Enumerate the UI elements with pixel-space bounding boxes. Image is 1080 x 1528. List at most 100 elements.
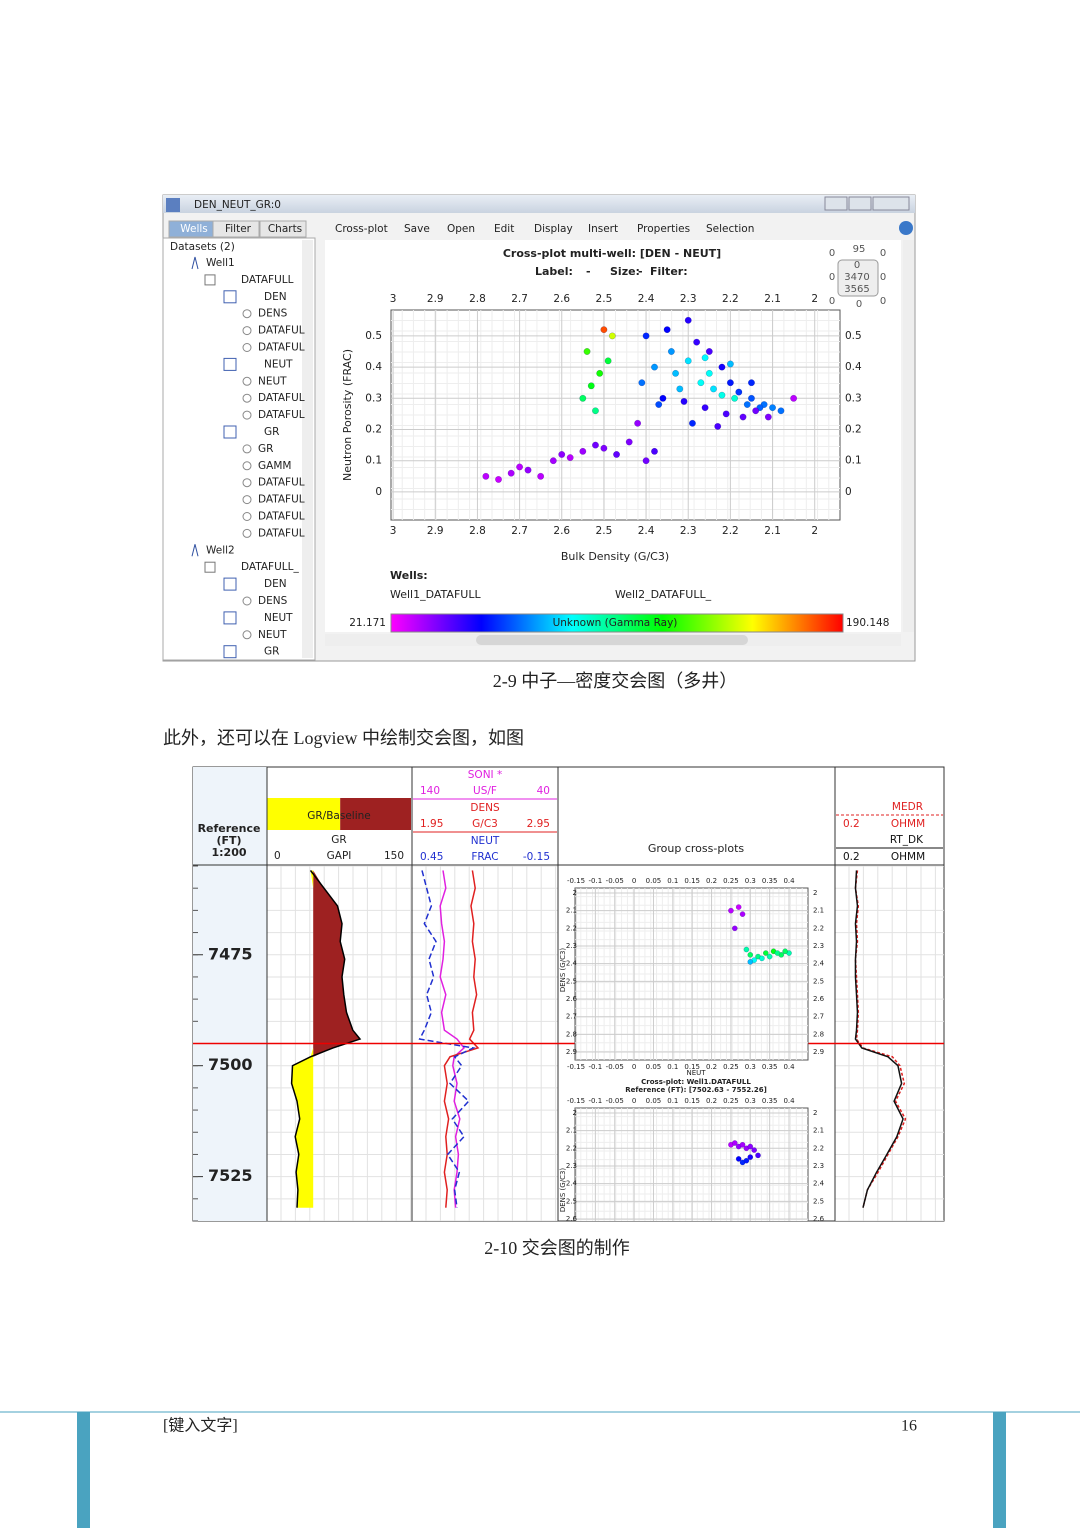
tab[interactable]	[212, 220, 260, 238]
x-tick-label: 0.35	[762, 1063, 778, 1071]
point	[579, 447, 587, 455]
radio-button[interactable]	[242, 393, 252, 403]
point	[701, 404, 709, 412]
menu-item[interactable]: Edit	[494, 223, 514, 235]
checkbox[interactable]	[204, 274, 216, 286]
menu-item[interactable]: Properties	[637, 223, 690, 235]
tree-item[interactable]: DATAFUL	[258, 511, 305, 523]
point	[718, 363, 726, 371]
scroll-thumb[interactable]	[476, 635, 748, 645]
depth-label: 7500	[208, 1055, 253, 1074]
scale-label: GAPI	[327, 850, 352, 862]
help-icon[interactable]	[899, 221, 913, 235]
footer-bar	[993, 1412, 1006, 1528]
tree-item[interactable]: NEUT	[258, 629, 287, 641]
track-header: GR/Baseline	[307, 810, 371, 822]
tab-label[interactable]: Charts	[268, 223, 302, 235]
radio-button[interactable]	[242, 478, 252, 488]
tree-item[interactable]: NEUT	[264, 612, 293, 624]
point	[655, 401, 663, 408]
scale-label: 40	[537, 785, 550, 797]
scale-label: 0.45	[420, 851, 443, 863]
point	[747, 1154, 754, 1160]
tree-item[interactable]: DATAFUL	[258, 494, 305, 506]
y-tick-label: 2.1	[813, 1127, 824, 1135]
menu-item[interactable]: Selection	[706, 223, 754, 235]
tab-label[interactable]: Filter	[225, 223, 252, 235]
menu-item[interactable]: Open	[447, 223, 475, 235]
chart-options: Size:	[610, 265, 640, 278]
window-title: DEN_NEUT_GR:0	[194, 199, 281, 211]
point	[651, 447, 658, 455]
tree-item[interactable]: DENS	[258, 308, 288, 320]
y-tick-label: 0.5	[365, 330, 382, 342]
tree-item[interactable]: DATAFUL	[258, 392, 305, 404]
vertical-scrollbar[interactable]	[903, 240, 914, 632]
tree-item[interactable]: DATAFUL	[258, 342, 305, 354]
radio-button[interactable]	[242, 326, 252, 336]
menu-item[interactable]: Insert	[588, 223, 618, 235]
y-tick-label: 0.1	[845, 455, 862, 467]
tree-item[interactable]: DATAFUL	[258, 325, 305, 337]
point	[680, 397, 688, 405]
menu-item[interactable]: Cross-plot	[335, 223, 388, 235]
radio-button[interactable]	[242, 410, 252, 420]
close-button[interactable]	[872, 196, 910, 211]
radio-button[interactable]	[242, 444, 252, 454]
zoom-box[interactable]	[837, 259, 879, 297]
x-tick-label: 2.1	[764, 293, 781, 305]
maximize-button[interactable]	[848, 196, 872, 211]
tree-item[interactable]: DATAFULL_	[241, 561, 299, 573]
x-tick-label: 0.4	[783, 877, 795, 885]
checkbox[interactable]	[204, 561, 216, 573]
radio-button[interactable]	[242, 495, 252, 505]
tree-item[interactable]: NEUT	[264, 358, 293, 370]
x-tick-label: 0.3	[745, 877, 756, 885]
tree-item[interactable]: Well2	[206, 544, 235, 556]
radio-button[interactable]	[242, 343, 252, 352]
tree-item[interactable]: Well1	[206, 257, 235, 269]
tree-item[interactable]: DATAFUL	[258, 409, 305, 421]
radio-button[interactable]	[242, 376, 252, 386]
point	[663, 326, 671, 334]
tree-item[interactable]: GR	[264, 426, 279, 438]
chart-options: -	[586, 265, 591, 278]
y-tick-label: 0.5	[845, 330, 862, 342]
radio-button[interactable]	[242, 309, 252, 319]
tab-label[interactable]: Wells	[180, 223, 208, 235]
tree-item[interactable]: GAMM	[258, 460, 291, 472]
tree-item[interactable]: GR	[264, 646, 279, 658]
tree-item[interactable]: DEN	[264, 291, 287, 303]
y-tick-label: 0.4	[365, 361, 382, 373]
tree-item[interactable]: NEUT	[258, 375, 287, 387]
x-tick-label: -0.1	[589, 1097, 603, 1105]
point	[710, 385, 717, 393]
radio-button[interactable]	[242, 630, 252, 640]
gr-fill-high	[313, 870, 360, 1208]
depth-header: Reference	[198, 822, 261, 835]
radio-button[interactable]	[242, 461, 252, 471]
menu-item[interactable]: Save	[404, 223, 430, 235]
radio-button[interactable]	[242, 596, 252, 606]
minimize-button[interactable]	[824, 196, 848, 211]
tab[interactable]	[259, 220, 307, 238]
tree-item[interactable]: GR	[258, 443, 273, 455]
radio-button[interactable]	[242, 512, 252, 521]
tree-item[interactable]: DATAFULL	[241, 274, 294, 286]
point	[759, 955, 765, 962]
plot-area: -0.15 -0.1 -0.05 0 0.05 0.1 0.15 0.2 0.25 0.3 0.35…	[566, 1097, 825, 1221]
tree-item[interactable]: DATAFUL	[258, 477, 305, 489]
point	[752, 407, 760, 415]
y-tick-label: 2.3	[566, 1162, 577, 1170]
tree-item[interactable]: DATAFUL	[258, 527, 305, 539]
tree-scrollbar[interactable]	[302, 240, 313, 658]
radio-button[interactable]	[242, 528, 252, 538]
gr-header-fill	[267, 798, 341, 830]
tree-item[interactable]: DENS	[258, 595, 288, 607]
tree-panel	[162, 237, 316, 661]
x-tick-label: -0.05	[606, 1097, 624, 1105]
menu-item[interactable]: Display	[534, 223, 573, 235]
point	[596, 369, 604, 377]
tree-item[interactable]: DEN	[264, 578, 287, 590]
